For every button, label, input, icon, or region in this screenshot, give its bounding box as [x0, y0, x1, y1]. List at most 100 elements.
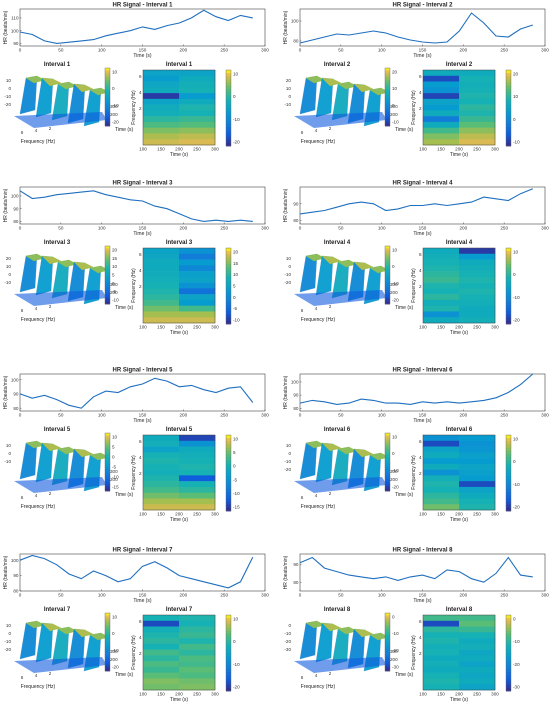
spectrogram-cell	[143, 486, 180, 493]
spectrogram-colorbar-step	[226, 314, 231, 319]
spectrogram-colorbar-step	[226, 681, 231, 686]
spectrogram-colorbar-step	[226, 111, 231, 115]
y-tick-label: 100	[291, 380, 299, 385]
surface-colorbar-tick-label: 0	[112, 455, 115, 460]
spectrogram-colorbar-step	[226, 92, 231, 96]
spectrogram-cell	[143, 643, 180, 650]
surface-title: Interval 1	[44, 62, 71, 68]
freq-tick-label: 4	[315, 128, 318, 133]
surface-colorbar-step	[385, 118, 390, 122]
spectrogram-x-tick-label: 200	[175, 692, 183, 697]
spectrogram-colorbar-step	[506, 73, 511, 77]
interval-6-group: HR Signal - Interval 60 50 100 150 200 250 300…	[283, 368, 549, 524]
y-axis-label: HR (beats/min)	[283, 555, 289, 589]
spectrogram-colorbar-step	[226, 120, 231, 125]
surface-colorbar-step	[385, 613, 390, 616]
z-tick-label: -20	[4, 102, 11, 107]
surface-colorbar-tick-label: 0	[112, 281, 115, 286]
spectrogram-colorbar-step	[226, 476, 231, 480]
x-tick-label: 50	[338, 48, 344, 53]
spectrogram-cell	[459, 666, 496, 673]
surface-colorbar-step	[385, 639, 390, 643]
surface-colorbar-step	[105, 440, 110, 444]
surface-colorbar-tick-label: -10	[392, 631, 399, 636]
y-axis-label: HR (beats/min)	[283, 188, 289, 222]
spectrogram-frame	[422, 614, 496, 691]
x-tick-label: 0	[299, 413, 302, 418]
x-tick-label: 150	[419, 226, 427, 231]
spectrogram-cell	[143, 259, 180, 266]
surface-base	[294, 112, 387, 128]
surface-colorbar-step	[105, 644, 110, 648]
spectrogram-cell	[179, 463, 216, 470]
x-tick-label: 100	[378, 593, 386, 598]
spectrogram-colorbar-step	[506, 482, 511, 487]
spectrogram-cell	[143, 632, 180, 639]
spectrogram-colorbar-step	[226, 279, 231, 284]
spectrogram-frame	[142, 247, 216, 324]
spectrogram-cell	[459, 282, 496, 289]
surface-colorbar-step	[105, 72, 110, 76]
spectrogram-colorbar-step	[226, 618, 231, 622]
spectrogram-frame	[422, 434, 496, 511]
spectrogram-colorbar-step	[226, 488, 231, 493]
spectrogram-colorbar-step	[506, 488, 511, 493]
spectrogram-x-tick-label: 100	[139, 512, 147, 517]
spectrogram-y-tick-label: 6	[139, 619, 142, 624]
y-axis-label: HR (beats/min)	[3, 375, 9, 409]
spectrogram-y-label: Frequency (Hz)	[411, 635, 417, 670]
spectrogram-colorbar-step	[506, 298, 511, 303]
spectrogram-colorbar-step	[506, 485, 511, 490]
spectrogram-y-tick-label: 4	[139, 268, 142, 273]
surface-colorbar-step	[385, 447, 390, 451]
spectrogram-colorbar-step	[226, 270, 231, 274]
spectrogram-y-tick-label: 2	[139, 106, 142, 111]
surface-colorbar-step	[105, 668, 110, 672]
y-tick-label: 80	[13, 589, 19, 594]
spectrogram-y-tick-label: 4	[419, 635, 422, 640]
surface-colorbar-step	[385, 296, 390, 300]
spectrogram-colorbar-step	[226, 473, 231, 477]
spectrogram-colorbar-step	[506, 254, 511, 258]
spectrogram-frame	[422, 69, 496, 146]
spectrogram-y-tick-label: 2	[139, 471, 142, 476]
freq-tick-label: 6	[21, 495, 24, 500]
spectrogram-colorbar-step	[226, 295, 231, 300]
spectrogram-colorbar-frame	[225, 614, 232, 692]
surface-colorbar-step	[385, 111, 390, 115]
spectrogram-cell	[143, 666, 180, 673]
spectrogram-cell	[459, 70, 496, 77]
spectrogram-cell	[179, 265, 216, 272]
x-tick-label: 0	[19, 48, 22, 53]
freq-tick-label: 6	[21, 675, 24, 680]
chart-title: HR Signal - Interval 6	[392, 368, 453, 374]
spectrogram-cell	[143, 282, 180, 289]
spectrogram-cell	[423, 276, 460, 283]
spectrogram-colorbar-step	[226, 123, 231, 128]
surface-time-label: Time (s)	[395, 672, 413, 678]
x-tick-label: 250	[500, 48, 508, 53]
spectrogram-x-tick-label: 300	[491, 147, 499, 152]
surface-colorbar-step	[105, 272, 110, 276]
surface-colorbar-step	[105, 113, 110, 117]
spectrogram-cell	[143, 620, 180, 627]
spectrogram-colorbar-step	[506, 678, 511, 682]
z-tick-label: 10	[6, 623, 12, 628]
x-tick-label: 150	[139, 48, 147, 53]
spectrogram-cell	[423, 672, 460, 679]
spectrogram-cell	[179, 620, 216, 627]
spectrogram-cell	[459, 104, 496, 111]
surface-ridge-top	[73, 448, 94, 458]
spectrogram-cell	[143, 655, 180, 662]
spectrogram-colorbar-step	[506, 311, 511, 315]
spectrogram-colorbar-step	[506, 668, 511, 673]
surface-colorbar-step	[105, 474, 110, 477]
spectrogram-colorbar-tick-label: 20	[513, 72, 519, 77]
surface-ridge-top	[353, 83, 374, 93]
spectrogram-colorbar-step	[226, 615, 231, 619]
surface-colorbar-step	[385, 466, 390, 470]
spectrogram-y-label: Frequency (Hz)	[131, 268, 137, 303]
spectrogram-colorbar-tick-label: -30	[513, 685, 520, 690]
surface-colorbar-step	[385, 279, 390, 283]
surface-colorbar-step	[385, 629, 390, 633]
